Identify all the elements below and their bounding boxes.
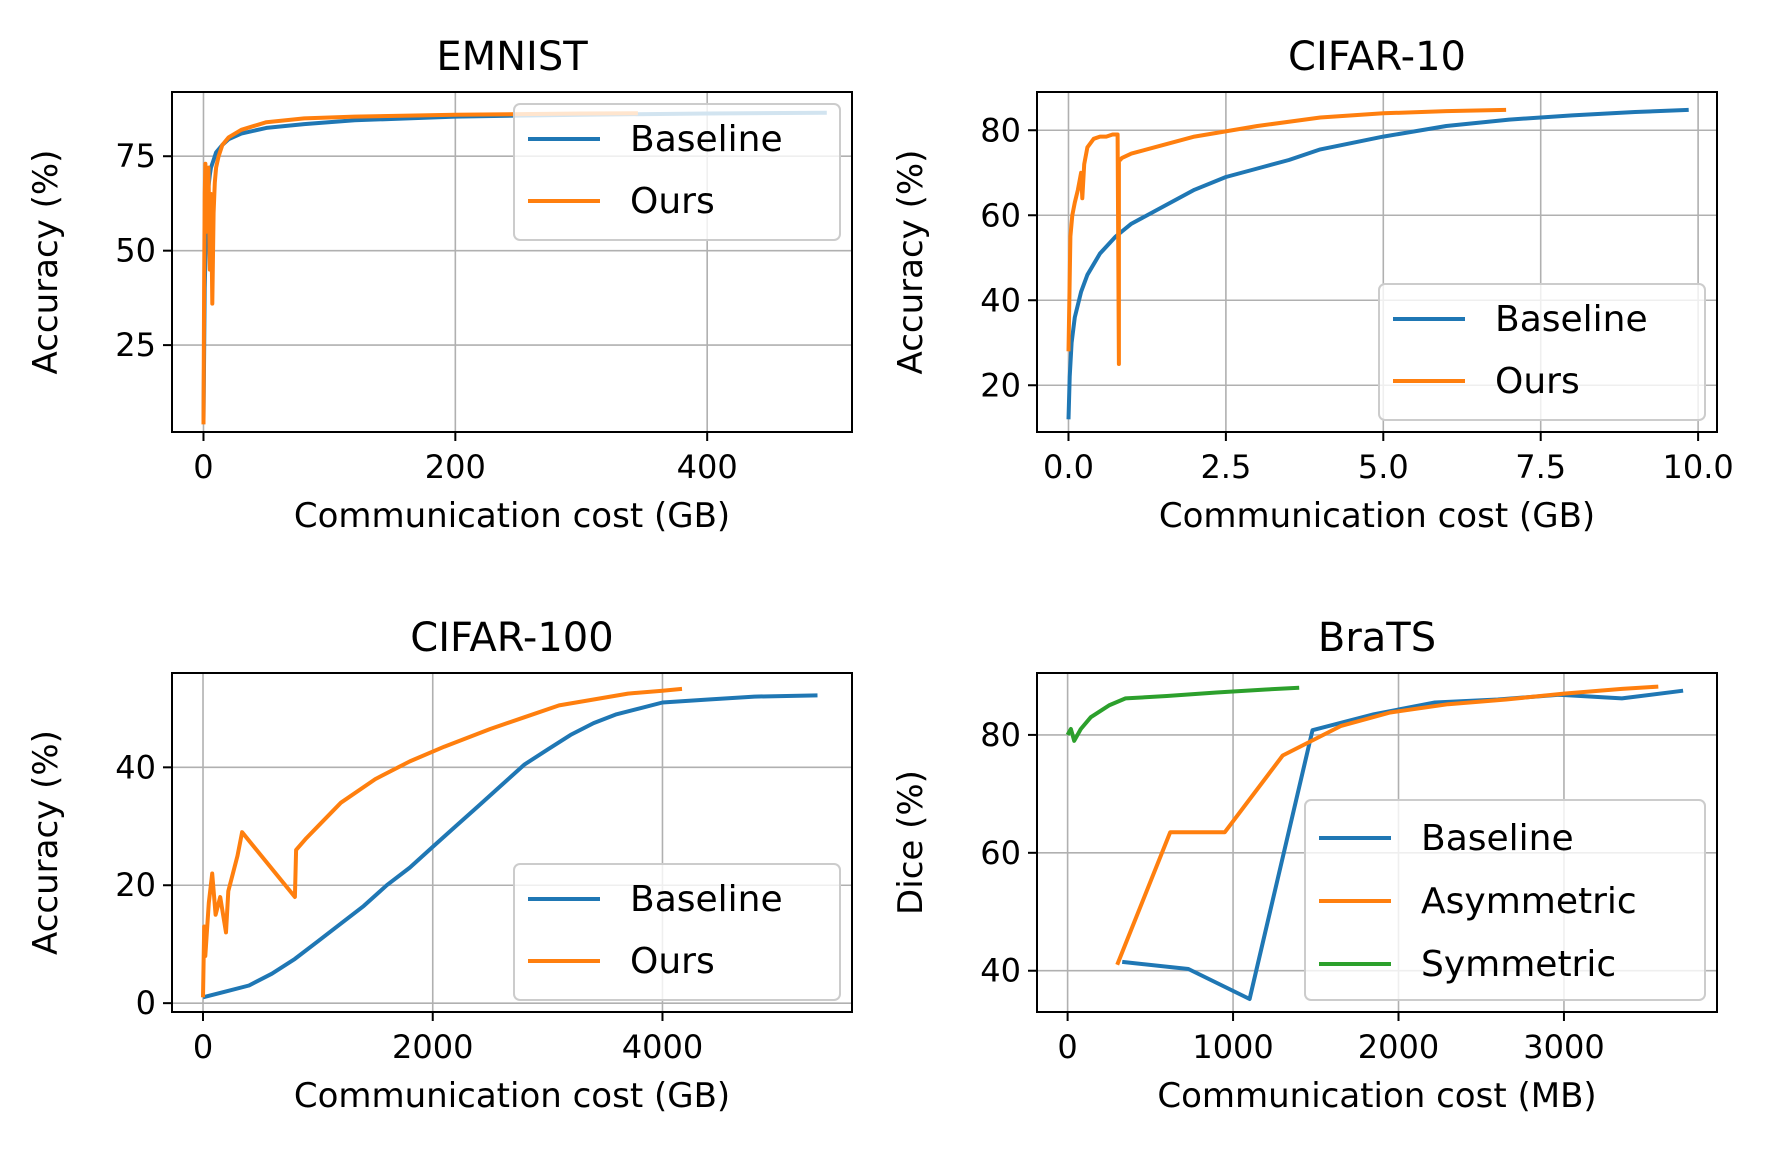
chart-cifar-10-x-tick-label: 10.0 <box>1662 448 1733 486</box>
chart-cifar-10-legend-label-ours: Ours <box>1495 361 1580 402</box>
chart-brats-x-tick-label: 3000 <box>1523 1028 1604 1066</box>
chart-brats: 0 1000 2000 3000 40 60 80 BraTS Communication co… <box>891 615 1718 1116</box>
chart-cifar-100-title: CIFAR-100 <box>410 615 613 661</box>
chart-cifar-10-x-tick-label: 2.5 <box>1200 448 1251 486</box>
chart-cifar-10-legend-label-baseline: Baseline <box>1495 299 1648 340</box>
chart-emnist-axes-frame <box>171 91 853 433</box>
chart-cifar-10-y-tick-label: 80 <box>980 111 1021 149</box>
chart-cifar-10-series-group <box>1066 107 1689 420</box>
chart-emnist-y-tick-label: 25 <box>115 326 156 364</box>
chart-brats-title: BraTS <box>1318 615 1436 661</box>
chart-brats-line-baseline <box>1121 688 1684 1001</box>
chart-emnist-y-tick-label: 50 <box>115 232 156 270</box>
chart-cifar-100-x-tick-label: 2000 <box>392 1028 473 1066</box>
chart-emnist-x-axis-label: Communication cost (GB) <box>294 496 730 536</box>
chart-cifar-100-y-axis-label: Accuracy (%) <box>26 730 66 955</box>
chart-cifar-10-legend: Baseline Ours <box>1378 283 1706 421</box>
chart-brats-legend-label-baseline: Baseline <box>1421 818 1574 859</box>
chart-emnist-series-group <box>201 110 827 425</box>
chart-emnist-legend: Baseline Ours <box>513 103 841 241</box>
chart-cifar-100-x-tick-label: 4000 <box>622 1028 703 1066</box>
chart-cifar-100-legend-label-baseline: Baseline <box>630 879 783 920</box>
chart-emnist-title: EMNIST <box>436 34 588 80</box>
chart-cifar-10-y-axis-label: Accuracy (%) <box>891 150 931 375</box>
chart-emnist: 0 200 400 25 50 75 EMNIST Communication cost (G… <box>26 34 853 536</box>
chart-emnist-legend-label-ours: Ours <box>630 181 715 222</box>
chart-cifar-100-series-group <box>201 686 818 1000</box>
chart-cifar-10-axes-frame <box>1036 91 1718 433</box>
chart-emnist-y-axis-label: Accuracy (%) <box>26 150 66 375</box>
chart-brats-legend: Baseline Asymmetric Symmetric <box>1304 799 1706 1001</box>
chart-cifar-100: 0 2000 4000 0 20 40 CIFAR-100 Communication cos… <box>26 615 853 1116</box>
chart-brats-y-tick-label: 80 <box>980 716 1021 754</box>
chart-brats-line-asymmetric <box>1115 684 1659 966</box>
chart-cifar-100-y-tick-label: 20 <box>115 866 156 904</box>
chart-cifar-10-x-tick-label: 7.5 <box>1515 448 1566 486</box>
chart-cifar-10-y-tick-label: 20 <box>980 366 1021 404</box>
chart-brats-x-tick-label: 0 <box>1057 1028 1077 1066</box>
chart-cifar-10-y-tick-label: 40 <box>980 281 1021 319</box>
chart-emnist-y-tick-label: 75 <box>115 137 156 175</box>
chart-cifar-10: 0.0 2.5 5.0 7.5 10.0 20 40 60 80 CIFAR-10 Communic… <box>891 34 1734 536</box>
chart-emnist-line-ours <box>201 111 638 425</box>
chart-brats-axes-frame <box>1036 672 1718 1013</box>
chart-brats-line-symmetric <box>1065 685 1300 743</box>
chart-brats-series-group <box>1065 684 1684 1001</box>
chart-cifar-100-legend: Baseline Ours <box>513 863 841 1001</box>
chart-emnist-x-tick-label: 400 <box>677 448 738 486</box>
chart-emnist-legend-label-baseline: Baseline <box>630 119 783 160</box>
chart-cifar-10-line-baseline <box>1066 107 1689 420</box>
chart-cifar-100-x-tick-label: 0 <box>193 1028 213 1066</box>
chart-cifar-10-y-tick-label: 60 <box>980 196 1021 234</box>
chart-cifar-10-line-ours <box>1066 107 1507 366</box>
chart-cifar-10-x-tick-label: 5.0 <box>1358 448 1409 486</box>
chart-cifar-100-x-axis-label: Communication cost (GB) <box>294 1076 730 1116</box>
chart-brats-y-axis-label: Dice (%) <box>891 770 931 915</box>
chart-emnist-x-tick-label: 0 <box>193 448 213 486</box>
chart-cifar-100-line-baseline <box>202 693 818 1000</box>
chart-brats-legend-label-asymmetric: Asymmetric <box>1421 881 1637 922</box>
chart-cifar-100-y-tick-label: 0 <box>136 984 156 1022</box>
chart-brats-legend-frame <box>1304 799 1706 1001</box>
chart-cifar-10-title: CIFAR-10 <box>1288 34 1466 80</box>
chart-cifar-10-x-tick-label: 0.0 <box>1043 448 1094 486</box>
chart-cifar-100-legend-label-ours: Ours <box>630 941 715 982</box>
chart-cifar-100-axes-frame <box>171 672 853 1013</box>
chart-brats-y-tick-label: 40 <box>980 952 1021 990</box>
chart-emnist-x-tick-label: 200 <box>425 448 486 486</box>
chart-brats-legend-label-symmetric: Symmetric <box>1421 944 1616 985</box>
chart-cifar-100-y-tick-label: 40 <box>115 748 156 786</box>
chart-brats-x-tick-label: 1000 <box>1192 1028 1273 1066</box>
chart-cifar-100-line-ours <box>201 686 683 998</box>
chart-cifar-10-x-axis-label: Communication cost (GB) <box>1159 496 1595 536</box>
chart-brats-y-tick-label: 60 <box>980 834 1021 872</box>
chart-brats-x-axis-label: Communication cost (MB) <box>1157 1076 1596 1116</box>
chart-brats-x-tick-label: 2000 <box>1358 1028 1439 1066</box>
